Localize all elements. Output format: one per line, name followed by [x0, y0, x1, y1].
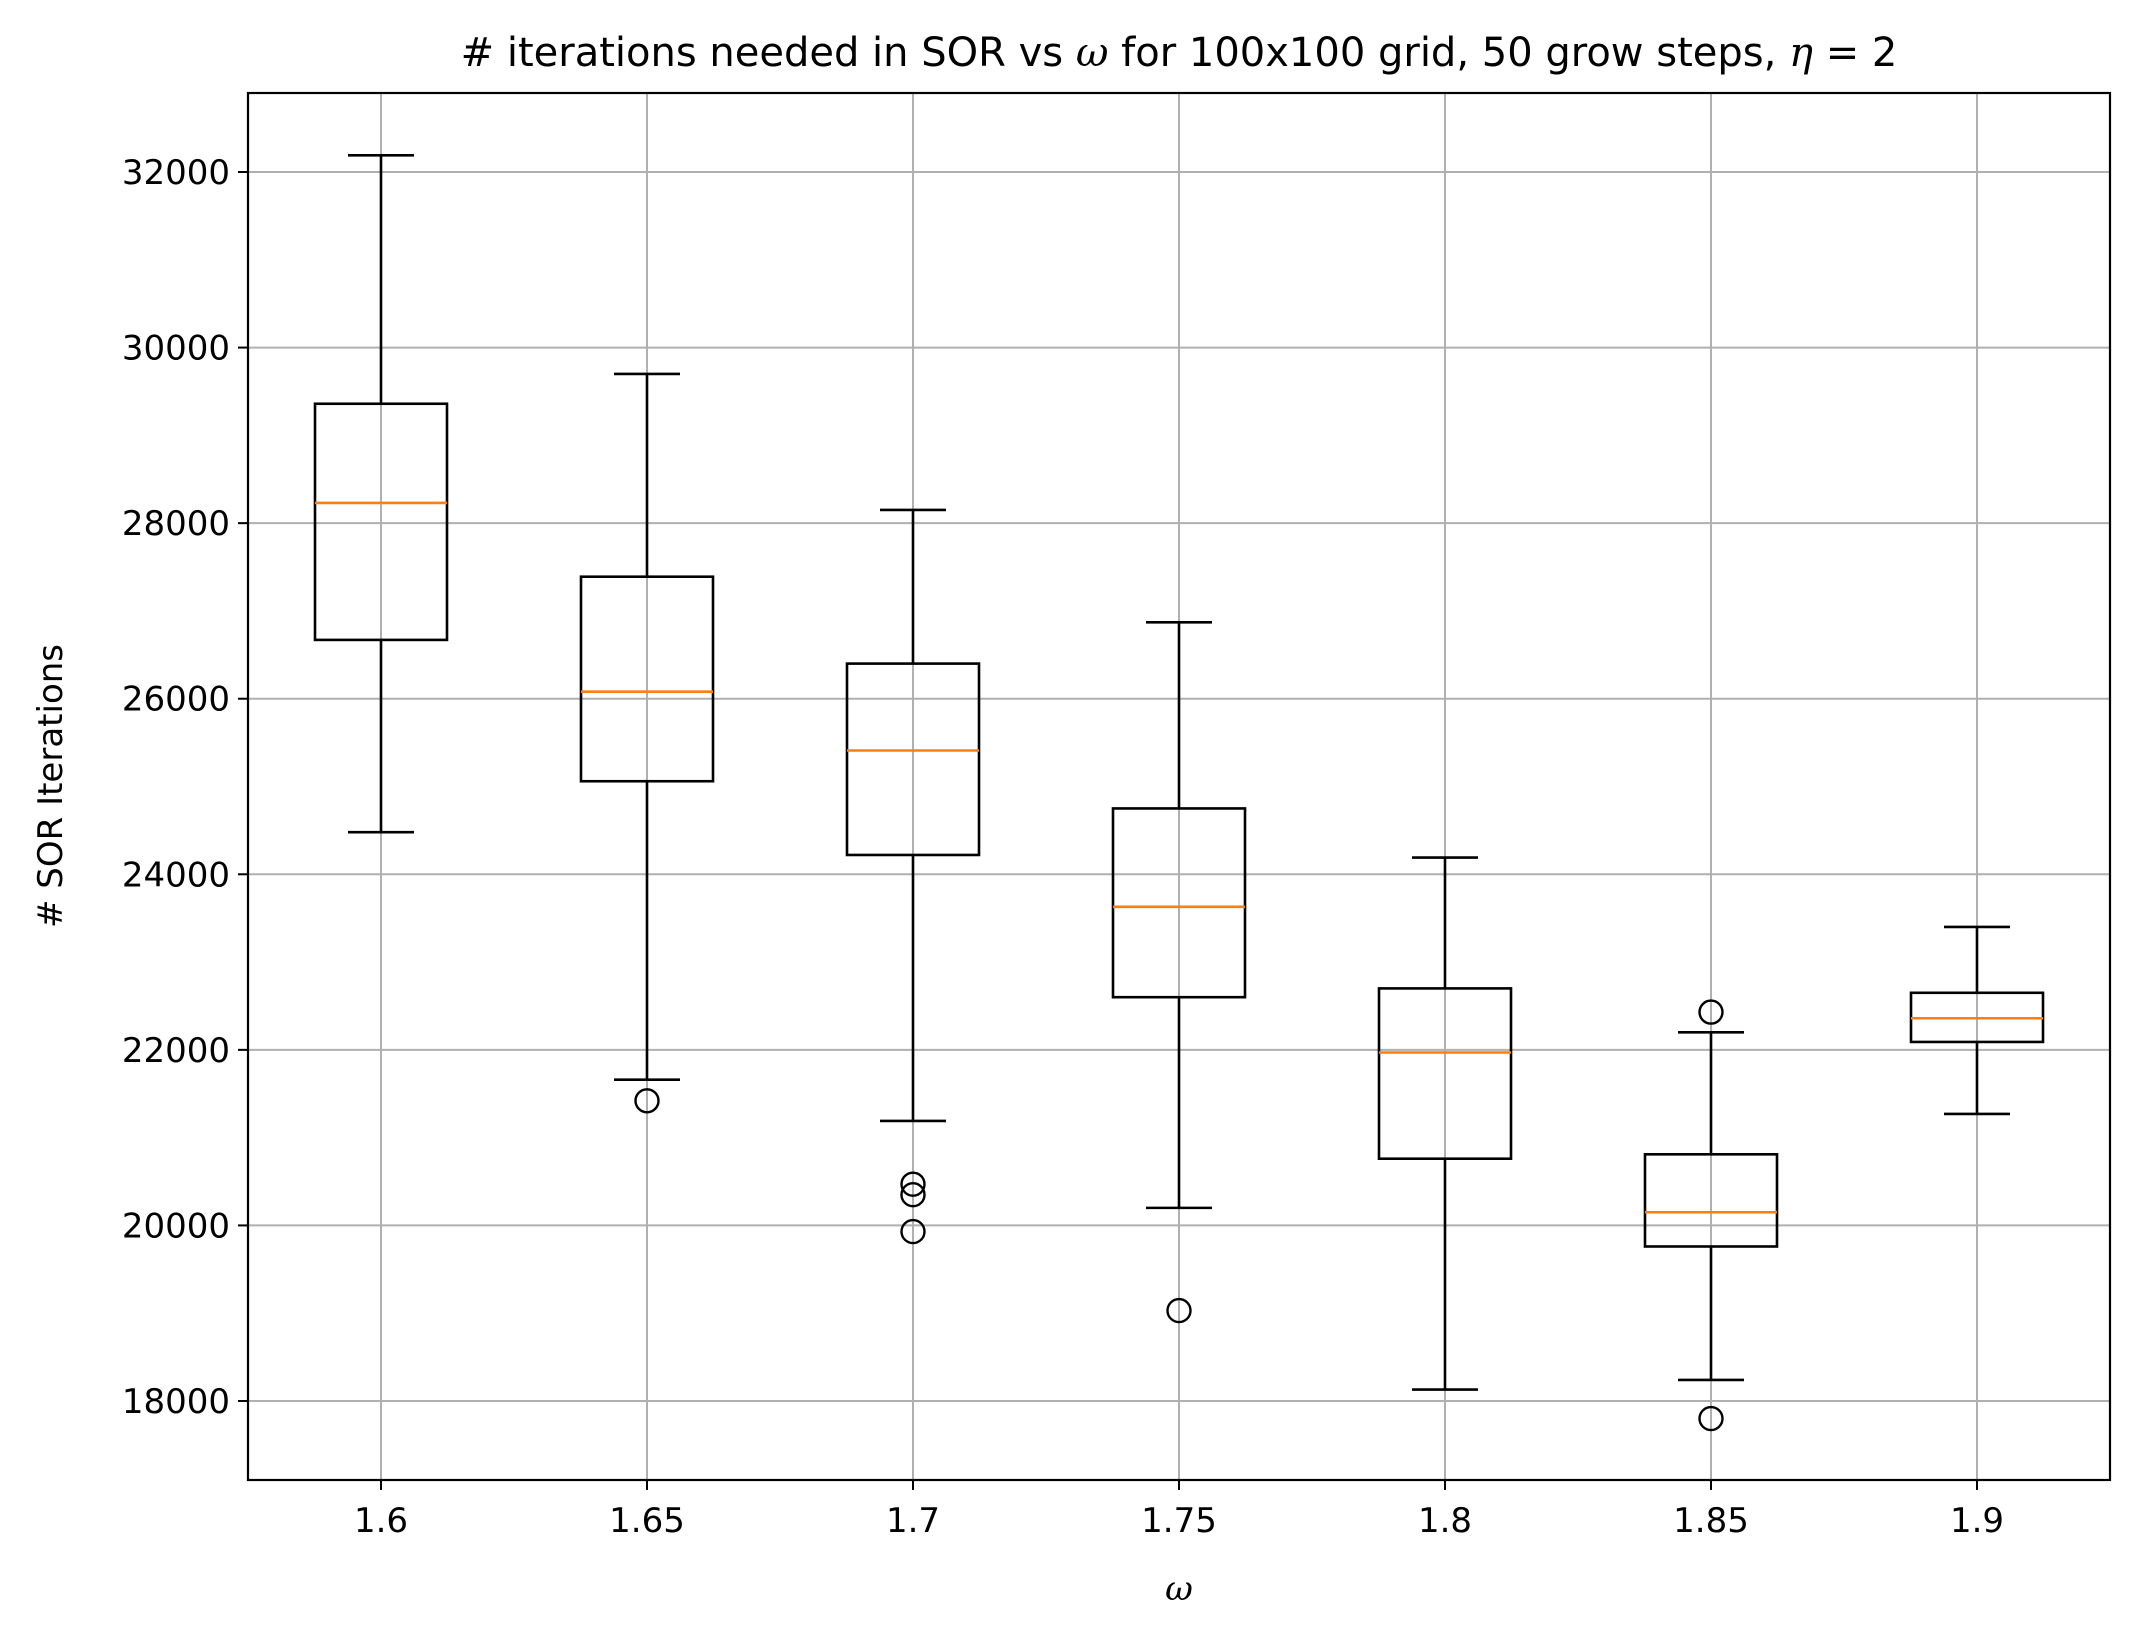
axis-ticks: 18000 20000 22000 24000 26000 28000 30000 32000…: [122, 153, 2004, 1541]
box-group-1.85: [1643, 999, 1779, 1432]
box-group-1.6: [313, 154, 449, 834]
y-tick-label: 28000: [122, 504, 230, 544]
x-tick-label: 1.9: [1950, 1501, 2004, 1541]
y-tick-label: 20000: [122, 1206, 230, 1246]
y-tick-label: 18000: [122, 1382, 230, 1422]
iqr-box: [1111, 807, 1247, 999]
x-tick-label: 1.65: [609, 1501, 685, 1541]
y-tick-label: 30000: [122, 329, 230, 369]
box-group-1.9: [1909, 925, 2045, 1116]
iqr-box: [579, 575, 715, 783]
y-tick-label: 26000: [122, 680, 230, 720]
outlier-point: [1698, 1405, 1724, 1432]
box-group-1.75: [1111, 621, 1247, 1324]
chart-title: # iterations needed in SOR vs ω for 100x…: [461, 30, 1898, 76]
outlier-point: [1166, 1297, 1192, 1324]
outlier-point: [1698, 999, 1724, 1025]
y-tick-label: 22000: [122, 1031, 230, 1071]
outlier-point: [634, 1088, 660, 1114]
x-tick-label: 1.8: [1418, 1501, 1472, 1541]
iqr-box: [1643, 1153, 1779, 1248]
x-tick-label: 1.6: [354, 1501, 408, 1541]
outlier-point: [900, 1171, 926, 1197]
y-tick-label: 32000: [122, 153, 230, 193]
x-axis-label: ω: [1165, 1569, 1193, 1609]
outlier-point: [900, 1181, 926, 1208]
x-tick-label: 1.75: [1141, 1501, 1217, 1541]
box-series: [313, 154, 2045, 1432]
iqr-box: [845, 662, 981, 857]
iqr-box: [1377, 987, 1513, 1161]
box-group-1.8: [1377, 856, 1513, 1391]
x-tick-label: 1.7: [886, 1501, 940, 1541]
outlier-point: [900, 1218, 926, 1245]
box-group-1.65: [579, 372, 715, 1114]
iqr-box: [313, 402, 449, 642]
x-tick-label: 1.85: [1673, 1501, 1749, 1541]
box-group-1.7: [845, 508, 981, 1245]
y-tick-label: 24000: [122, 855, 230, 895]
y-axis-label: # SOR Iterations: [31, 644, 71, 928]
